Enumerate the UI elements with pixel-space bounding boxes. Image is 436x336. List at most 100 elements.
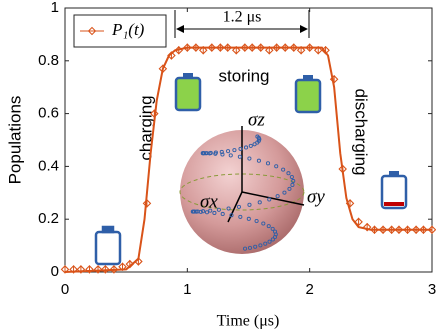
trajectory-dot [247, 202, 252, 207]
trajectory-dot [226, 149, 231, 154]
trajectory-dot [291, 178, 296, 184]
marker [265, 45, 274, 55]
trajectory-dot [228, 153, 233, 158]
trajectory-dot [289, 174, 294, 180]
trajectory-dot [248, 143, 253, 148]
trajectory-dot [282, 190, 287, 195]
marker [207, 43, 217, 52]
x-tick-label: 0 [61, 281, 69, 298]
marker [289, 43, 299, 52]
trajectory-dot [238, 146, 243, 151]
y-tick-label: 0.2 [38, 210, 59, 227]
trajectory-dot [252, 142, 257, 147]
y-tick-label: 0 [51, 263, 59, 280]
marker [272, 43, 281, 52]
battery-low [380, 171, 408, 210]
trajectory-dot [232, 148, 237, 153]
marker [118, 262, 127, 271]
trajectory-dot [286, 171, 291, 176]
trajectory-dot [254, 219, 259, 224]
battery-full [294, 75, 322, 114]
trajectory-dot [258, 243, 263, 248]
trajectory-dot [236, 204, 241, 209]
x-axis-label: Time (μs) [217, 313, 280, 330]
marker [167, 51, 176, 60]
marker [411, 225, 421, 235]
trajectory-dot [203, 151, 208, 156]
trajectory-dot [201, 151, 206, 156]
trajectory-dot [272, 234, 278, 240]
y-tick-label: 0.8 [38, 52, 59, 69]
bloch-sphere [179, 126, 305, 254]
storing-label: storing [218, 66, 269, 85]
marker [216, 43, 225, 52]
trajectory-dot [274, 164, 279, 169]
trajectory-dot [253, 244, 258, 249]
trajectory-dot [226, 206, 231, 211]
marker [427, 225, 436, 235]
trajectory-dot [270, 226, 275, 231]
trajectory-dot [265, 161, 271, 166]
trajectory-dot [261, 221, 266, 226]
marker [394, 225, 404, 235]
trajectory-dot [216, 207, 221, 212]
trajectory-dot [247, 156, 252, 161]
marker [370, 225, 379, 235]
marker [85, 265, 94, 274]
x-tick-label: 3 [428, 281, 436, 298]
marker [403, 225, 412, 235]
trajectory-dot [263, 241, 268, 246]
battery-empty [94, 225, 122, 266]
sigma-y: σy [307, 186, 325, 207]
axes-box [64, 7, 433, 273]
trajectory-dot [267, 239, 272, 244]
marker [296, 45, 306, 55]
trajectory-dot [243, 145, 249, 150]
marker [354, 217, 363, 227]
y-tick-label: 0.4 [38, 157, 59, 174]
trajectory-dot [213, 151, 218, 156]
trajectory-dot [246, 216, 251, 221]
trajectory-dot [281, 167, 286, 172]
trajectory-dot [256, 158, 261, 163]
trajectory-dot [270, 237, 275, 242]
marker [198, 45, 208, 55]
trajectory-dot [207, 151, 212, 156]
marker [60, 265, 70, 274]
marker [387, 225, 396, 235]
battery-full [174, 73, 202, 112]
marker [419, 225, 428, 235]
y-tick-label: 0.6 [38, 105, 59, 122]
marker [280, 43, 290, 52]
marker [313, 45, 323, 55]
trajectory-dot [287, 186, 292, 191]
marker [338, 164, 347, 174]
marker [240, 43, 250, 52]
trajectory-dot [238, 214, 243, 219]
marker [191, 43, 201, 52]
duration-label: 1.2 μs [223, 9, 262, 26]
marker [305, 43, 314, 52]
marker [125, 259, 135, 269]
trajectory-dot [266, 224, 271, 229]
marker [69, 265, 78, 274]
sigma-z: σz [248, 109, 265, 130]
marker [329, 75, 339, 84]
x-tick-label: 1 [183, 281, 191, 298]
marker [256, 43, 266, 52]
marker [247, 43, 257, 52]
y-axis-label: Populations [5, 96, 24, 185]
marker [93, 265, 103, 274]
marker [231, 45, 241, 55]
trajectory-dot [247, 245, 253, 250]
marker [158, 64, 168, 73]
trajectory-dot [275, 194, 280, 199]
trajectory-dot [194, 209, 199, 214]
marker [150, 109, 159, 118]
marker [76, 265, 86, 274]
trajectory-dot [290, 182, 295, 187]
marker [174, 45, 184, 55]
marker [142, 199, 152, 208]
marker [109, 265, 119, 274]
